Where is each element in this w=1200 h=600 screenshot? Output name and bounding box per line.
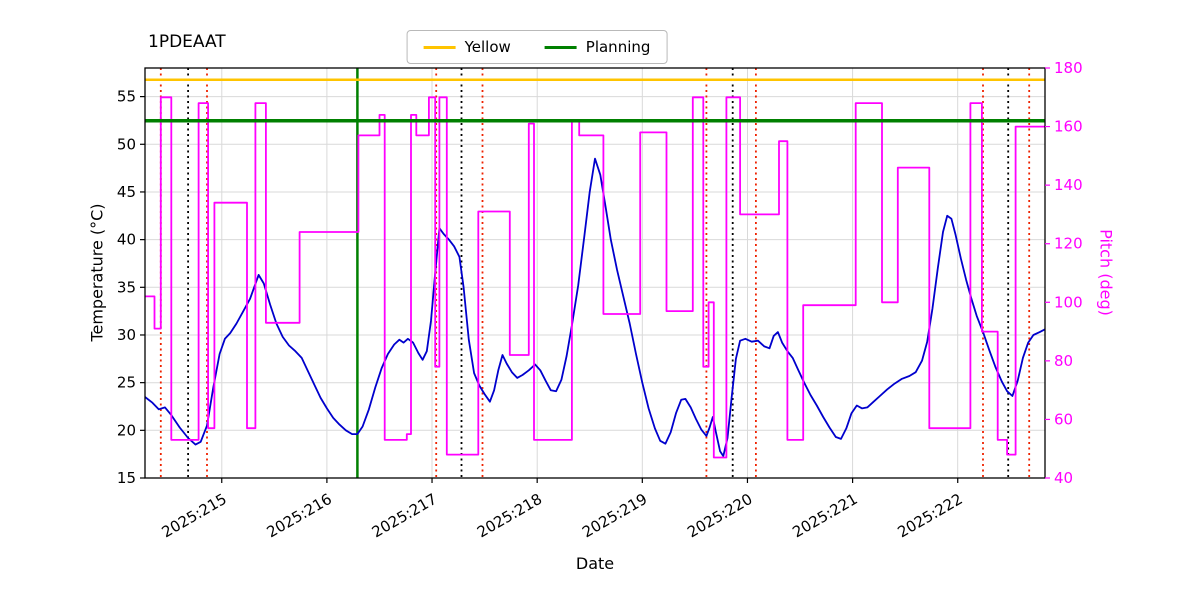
pitch-series-line bbox=[145, 96, 1045, 459]
legend-label: Planning bbox=[585, 38, 651, 56]
tick-label: 35 bbox=[117, 278, 136, 296]
legend-item-yellow: Yellow bbox=[423, 38, 511, 56]
tick-label: 45 bbox=[117, 183, 136, 201]
tick-label: 2025:220 bbox=[684, 490, 755, 542]
y-axis-left-label: Temperature (°C) bbox=[87, 203, 107, 342]
yellow-line-swatch bbox=[423, 45, 456, 49]
tick-label: 25 bbox=[117, 374, 136, 392]
planning-line-swatch bbox=[544, 45, 577, 49]
tick-label: 2025:217 bbox=[369, 490, 440, 542]
tick-label: 160 bbox=[1054, 118, 1083, 136]
tick-label: 2025:221 bbox=[789, 490, 860, 542]
tick-label: 2025:218 bbox=[474, 490, 545, 542]
page-title: 1PDEAAT bbox=[148, 32, 226, 52]
legend-label: Yellow bbox=[464, 38, 511, 56]
tick-label: 2025:215 bbox=[159, 490, 230, 542]
tick-label: 50 bbox=[117, 135, 136, 153]
tick-label: 120 bbox=[1054, 235, 1083, 253]
tick-label: 30 bbox=[117, 326, 136, 344]
temperature-series-line bbox=[144, 157, 1046, 457]
tick-label: 55 bbox=[117, 88, 136, 106]
tick-label: 80 bbox=[1054, 352, 1073, 370]
tick-label: 40 bbox=[117, 231, 136, 249]
plot-border bbox=[144, 67, 1046, 479]
tick-label: 15 bbox=[117, 469, 136, 487]
tick-label: 180 bbox=[1054, 59, 1083, 77]
tick-label: 140 bbox=[1054, 176, 1083, 194]
legend-item-planning: Planning bbox=[544, 38, 651, 56]
tick-label: 60 bbox=[1054, 410, 1073, 428]
tick-label: 20 bbox=[117, 421, 136, 439]
legend: Yellow Planning bbox=[406, 30, 668, 64]
x-axis-label: Date bbox=[575, 554, 615, 573]
tick-label: 2025:222 bbox=[894, 490, 965, 542]
y-axis-right-label: Pitch (deg) bbox=[1096, 229, 1116, 316]
tick-label: 40 bbox=[1054, 469, 1073, 487]
tick-label: 2025:216 bbox=[264, 490, 335, 542]
tick-label: 100 bbox=[1054, 293, 1083, 311]
tick-label: 2025:219 bbox=[579, 490, 650, 542]
